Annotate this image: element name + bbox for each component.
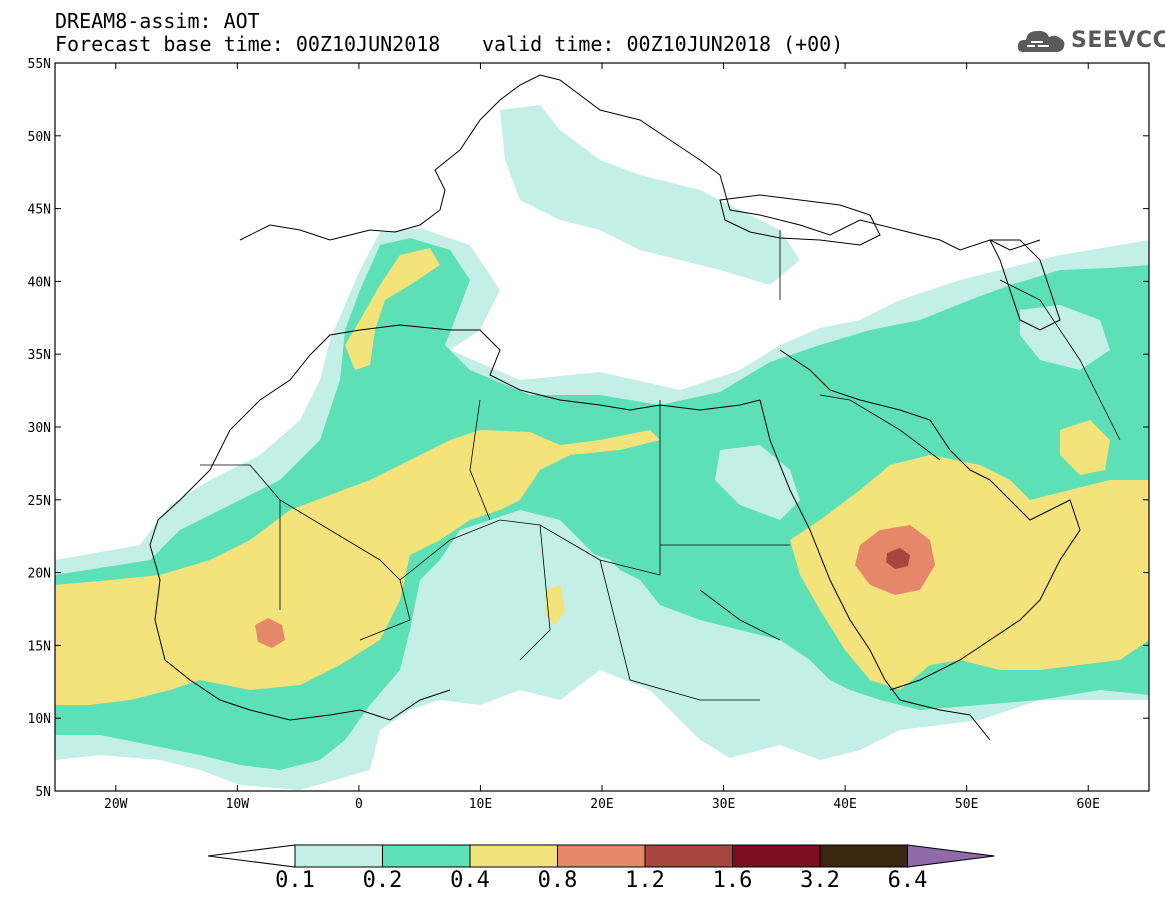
colorbar-label: 3.2 [800,868,840,893]
aot-band-0.4 [345,248,440,370]
coastline-caspian [989,239,1061,331]
coastline-west-africa [149,544,451,721]
colorbar-cell [207,844,296,868]
aot-band-0.4 [55,430,660,705]
coastline-europe [239,74,1041,251]
aot-fields [55,105,1149,790]
lat-label: 55N [28,57,51,72]
colorbar-label: 0.4 [450,868,490,893]
border-lines [200,230,1121,701]
lon-label: 30E [712,797,735,812]
lon-label: 10E [469,797,492,812]
lat-label: 10N [28,712,51,727]
colorbar-cell [469,844,558,868]
coastlines [149,74,1121,741]
colorbar-cell [557,844,646,868]
aot-band-0.4 [790,455,1149,690]
colorbar-cell [294,844,383,868]
colorbar-label: 1.2 [625,868,665,893]
colorbar-cell [382,844,471,868]
colorbar-cell [907,844,995,868]
colorbar-label: 0.1 [275,868,315,893]
colorbar-label: 0.8 [537,868,578,893]
aot-band-0.4 [1060,420,1110,475]
colorbar-cell [644,844,733,868]
colorbar-label: 1.6 [712,868,753,893]
lat-label: 5N [35,785,51,800]
colorbar-cell [732,844,821,868]
forecast-base-time: Forecast base time: 00Z10JUN2018 [55,32,441,56]
colorbar-label: 0.2 [362,868,403,893]
lon-label: 40E [833,797,856,812]
lon-label: 50E [955,797,978,812]
colorbar-label: 6.4 [887,868,928,893]
coastline-black-sea [719,194,881,246]
lat-label: 15N [28,639,51,654]
aot-band-0.2-inner-light [715,445,800,520]
lon-label: 10W [226,797,250,812]
aot-band-0.2-inner-light [480,530,650,660]
logo-text: SEEVCCC [1071,28,1165,53]
seevccc-logo: SEEVCCC [1015,24,1165,58]
colorbar-cell [819,844,908,868]
lat-label: 35N [28,348,51,363]
coastline-red-sea [759,399,991,741]
aot-band-0.8 [255,618,285,648]
lat-label: 25N [28,494,51,509]
lat-label: 45N [28,203,51,218]
lat-label: 20N [28,567,51,582]
aot-band-0.1 [500,105,800,285]
lon-label: 20E [590,797,613,812]
coastline-arabia [779,349,1081,691]
cloud-logo-icon [1017,30,1065,52]
longitude-labels: 20W 10W 0 10E 20E 30E 40E 50E 60E [104,797,1100,812]
aot-band-0.4 [545,585,565,625]
coastline-north-africa [149,324,761,546]
title-line-1: DREAM8-assim: AOT [55,9,260,33]
axis-ticks [55,62,1149,792]
latitude-labels: 55N 50N 45N 40N 35N 30N 25N 20N 15N 10N 5N [28,57,51,800]
colorbar [207,844,995,868]
lat-label: 40N [28,275,51,290]
lon-label: 60E [1076,797,1099,812]
aot-band-1.2 [886,548,910,569]
lat-label: 30N [28,421,51,436]
lat-label: 50N [28,130,51,145]
valid-time: valid time: 00Z10JUN2018 (+00) [482,32,844,56]
lon-label: 0 [355,797,363,812]
lon-label: 20W [104,797,128,812]
